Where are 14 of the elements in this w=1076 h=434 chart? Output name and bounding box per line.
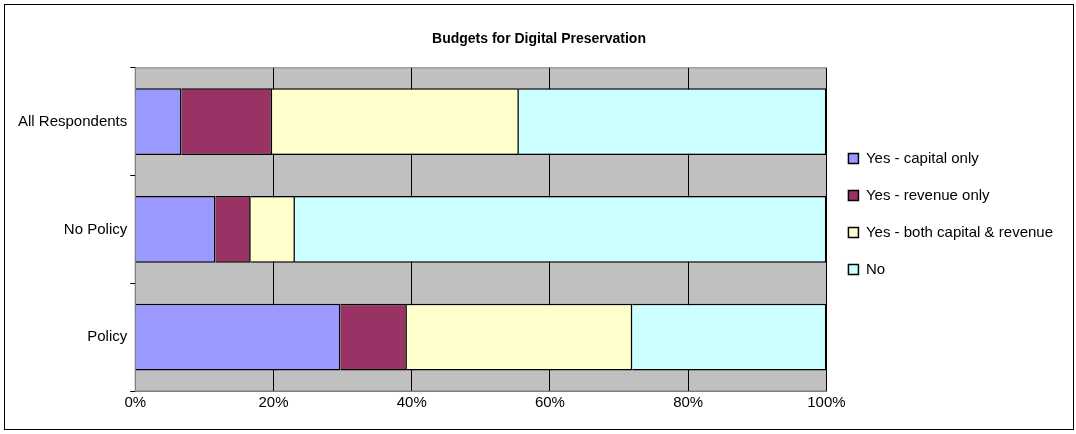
x-tick-label: 0%: [124, 393, 147, 411]
x-tick-label: 20%: [258, 393, 289, 411]
legend-label: Yes - capital only: [865, 148, 980, 166]
y-tick-label: No Policy: [63, 219, 128, 237]
chart-title: Budgets for Digital Preservation: [432, 30, 646, 47]
legend-label: Yes - revenue only: [865, 185, 991, 203]
x-tick-label: 100%: [807, 393, 846, 411]
x-tick-label: 40%: [396, 393, 427, 411]
y-tick-label: Policy: [87, 327, 128, 345]
x-tick-label: 80%: [673, 393, 704, 411]
legend-label: Yes - both capital & revenue: [865, 222, 1054, 240]
y-tick-label: All Respondents: [18, 111, 128, 129]
legend-label: No: [865, 259, 886, 277]
x-tick-label: 60%: [534, 393, 565, 411]
